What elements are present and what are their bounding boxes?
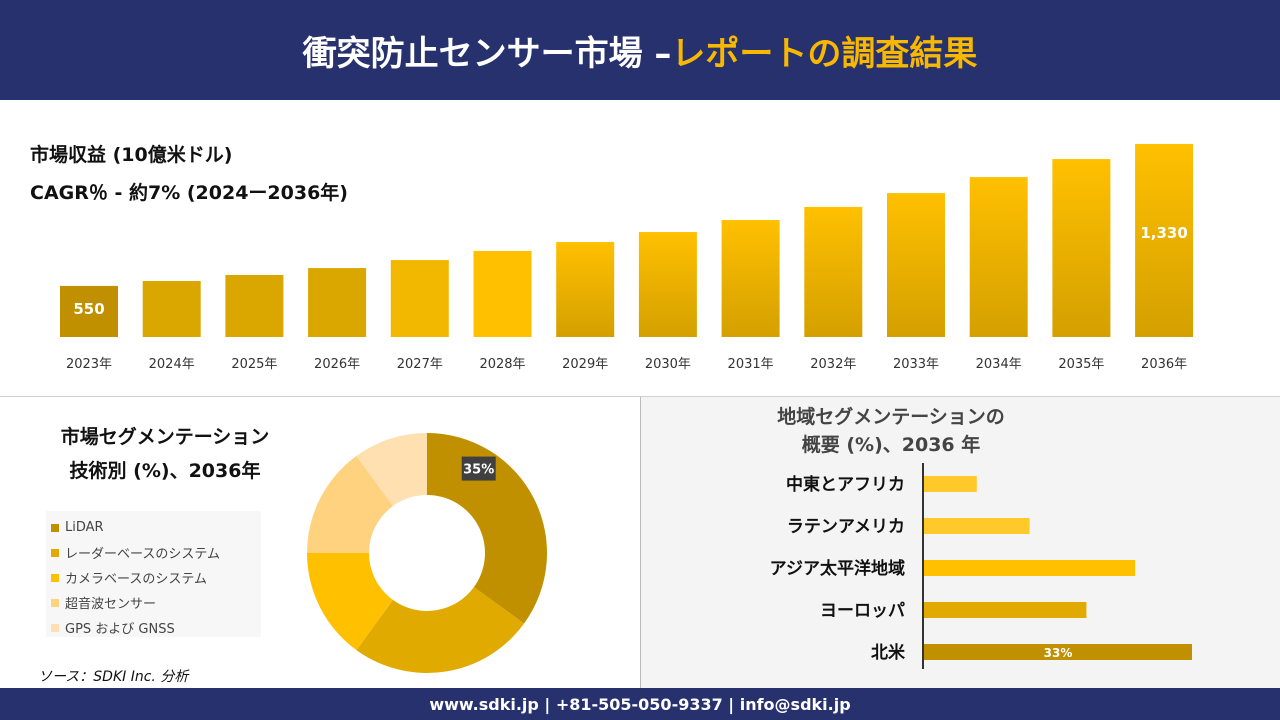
segment-title: 市場セグメンテーション 技術別 (%)、2036年: [20, 420, 310, 488]
bar-data-label: 550: [73, 300, 104, 318]
donut-slice: [427, 433, 547, 624]
region-title-line2: 概要 (%)、2036 年: [801, 434, 981, 456]
region-data-label: 33%: [1044, 646, 1073, 660]
year-tick-label: 2027年: [397, 357, 443, 372]
revenue-bar: [390, 260, 449, 337]
slice-data-label: 35%: [463, 463, 494, 478]
year-tick-label: 2034年: [976, 357, 1022, 372]
slice-label-box: [461, 456, 496, 481]
donut-slice: [356, 433, 427, 507]
year-tick-label: 2026年: [314, 357, 360, 372]
legend-swatch: [51, 548, 59, 557]
legend-swatch: [51, 623, 59, 632]
revenue-bar: [142, 280, 201, 337]
region-bar: [924, 518, 1030, 534]
region-bar: [924, 476, 977, 492]
region-label: ヨーロッパ: [820, 601, 905, 621]
revenue-bar: [804, 206, 863, 337]
region-label: アジア太平洋地域: [770, 558, 905, 579]
donut-legend: LiDAR レーダーベースのシステム カメラベースのシステム 超音波センサー GPS お…: [46, 511, 261, 637]
revenue-bar-chart: 2023年 550 2024年 2025年 2026年 2027年 2028年 2029年 20…: [60, 143, 1194, 372]
technology-donut-chart: 35%: [307, 433, 547, 673]
revenue-bar: [556, 242, 615, 337]
divider: [0, 396, 1280, 397]
revenue-bar: [60, 285, 118, 337]
revenue-bar: [887, 193, 945, 337]
legend-item: レーダーベースのシステム: [46, 540, 261, 565]
legend-item: カメラベースのシステム: [46, 565, 261, 590]
legend-label: レーダーベースのシステム: [65, 547, 220, 562]
revenue-bar: [721, 220, 780, 337]
legend-label: カメラベースのシステム: [65, 572, 207, 587]
footer-contact: www.sdki.jp | +81-505-050-9337 | info@sd…: [0, 688, 1280, 720]
revenue-bar: [969, 177, 1028, 337]
revenue-bar: [1052, 159, 1111, 337]
region-label: ラテンアメリカ: [787, 517, 905, 537]
year-tick-label: 2023年: [66, 357, 112, 372]
legend-swatch: [51, 523, 59, 532]
region-bar: [924, 644, 1192, 660]
region-title-line1: 地域セグメンテーションの: [777, 406, 1005, 428]
source-note: ソース：SDKI Inc. 分析: [38, 669, 189, 685]
year-tick-label: 2036年: [1141, 357, 1187, 372]
year-tick-label: 2029年: [562, 357, 608, 372]
revenue-title: 市場収益 (10億米ドル): [30, 144, 233, 166]
title-accent: レポートの調査結果: [671, 33, 978, 74]
legend-item: LiDAR: [46, 515, 261, 540]
revenue-bar: [638, 232, 697, 337]
legend-item: 超音波センサー: [46, 590, 261, 615]
title-main: 衝突防止センサー市場 –: [302, 33, 672, 74]
year-tick-label: 2028年: [479, 357, 525, 372]
donut-slice: [307, 455, 393, 553]
legend-label: 超音波センサー: [65, 597, 157, 612]
year-tick-label: 2031年: [728, 357, 774, 372]
year-tick-label: 2033年: [893, 357, 939, 372]
donut-slice: [356, 587, 525, 673]
bar-data-label: 1,330: [1140, 224, 1187, 242]
region-panel: 地域セグメンテーションの 概要 (%)、2036 年 中東とアフリカ ラテンアメリ…: [640, 397, 1280, 688]
region-title: 地域セグメンテーションの 概要 (%)、2036 年: [641, 403, 1141, 459]
year-tick-label: 2030年: [645, 357, 691, 372]
year-tick-label: 2032年: [810, 357, 856, 372]
legend-swatch: [51, 573, 59, 582]
revenue-bar: [308, 268, 367, 337]
region-bar: [924, 560, 1136, 576]
legend-item: GPS および GNSS: [46, 615, 261, 640]
year-tick-label: 2025年: [231, 357, 277, 372]
region-bar: [924, 602, 1087, 618]
segment-title-line2: 技術別 (%)、2036年: [69, 460, 261, 482]
legend-swatch: [51, 598, 59, 607]
revenue-bar: [225, 274, 284, 337]
revenue-bar: [473, 250, 532, 337]
donut-slice: [307, 553, 393, 651]
legend-label: GPS および GNSS: [65, 622, 175, 637]
year-tick-label: 2024年: [149, 357, 195, 372]
cagr-text: CAGR％ - 約7% (2024ー2036年): [30, 182, 348, 204]
legend-label: LiDAR: [65, 520, 104, 535]
header: 衝突防止センサー市場 – レポートの調査結果: [0, 0, 1280, 100]
region-label: 北米: [871, 642, 906, 663]
region-label: 中東とアフリカ: [786, 474, 905, 495]
year-tick-label: 2035年: [1058, 357, 1104, 372]
revenue-bar: [1135, 143, 1194, 337]
segment-title-line1: 市場セグメンテーション: [60, 426, 270, 448]
